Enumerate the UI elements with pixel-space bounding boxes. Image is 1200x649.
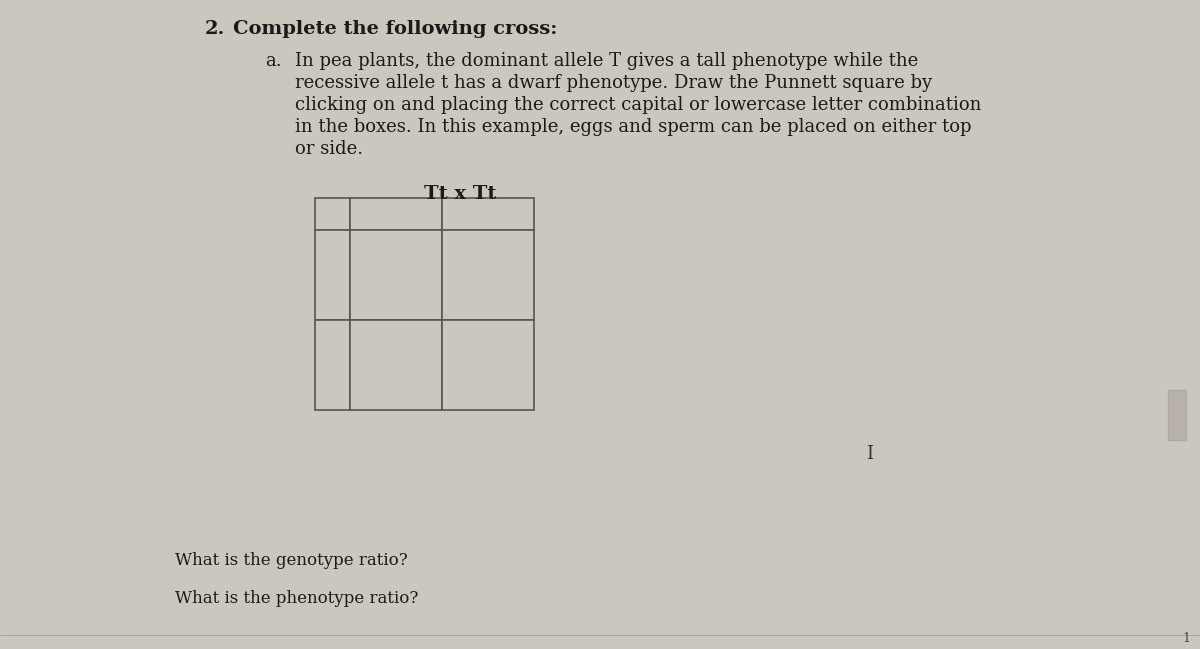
Bar — [350, 320, 442, 410]
Text: 1: 1 — [1182, 632, 1190, 645]
Bar — [350, 198, 442, 230]
Bar — [442, 198, 534, 230]
Bar — [1168, 390, 1186, 440]
Text: Complete the following cross:: Complete the following cross: — [233, 20, 557, 38]
Text: What is the genotype ratio?: What is the genotype ratio? — [175, 552, 408, 569]
Bar — [442, 320, 534, 410]
Bar — [314, 320, 350, 410]
Text: In pea plants, the dominant allele T gives a tall phenotype while the: In pea plants, the dominant allele T giv… — [295, 52, 918, 70]
Text: 2.: 2. — [205, 20, 226, 38]
Bar — [314, 198, 350, 230]
Text: I: I — [866, 445, 874, 463]
Text: What is the phenotype ratio?: What is the phenotype ratio? — [175, 590, 419, 607]
Bar — [442, 230, 534, 320]
Text: in the boxes. In this example, eggs and sperm can be placed on either top: in the boxes. In this example, eggs and … — [295, 118, 972, 136]
Bar — [314, 230, 350, 320]
Text: or side.: or side. — [295, 140, 364, 158]
Text: clicking on and placing the correct capital or lowercase letter combination: clicking on and placing the correct capi… — [295, 96, 982, 114]
Text: recessive allele t has a dwarf phenotype. Draw the Punnett square by: recessive allele t has a dwarf phenotype… — [295, 74, 932, 92]
Text: Tt x Tt: Tt x Tt — [424, 185, 496, 203]
Text: a.: a. — [265, 52, 282, 70]
Bar — [350, 230, 442, 320]
